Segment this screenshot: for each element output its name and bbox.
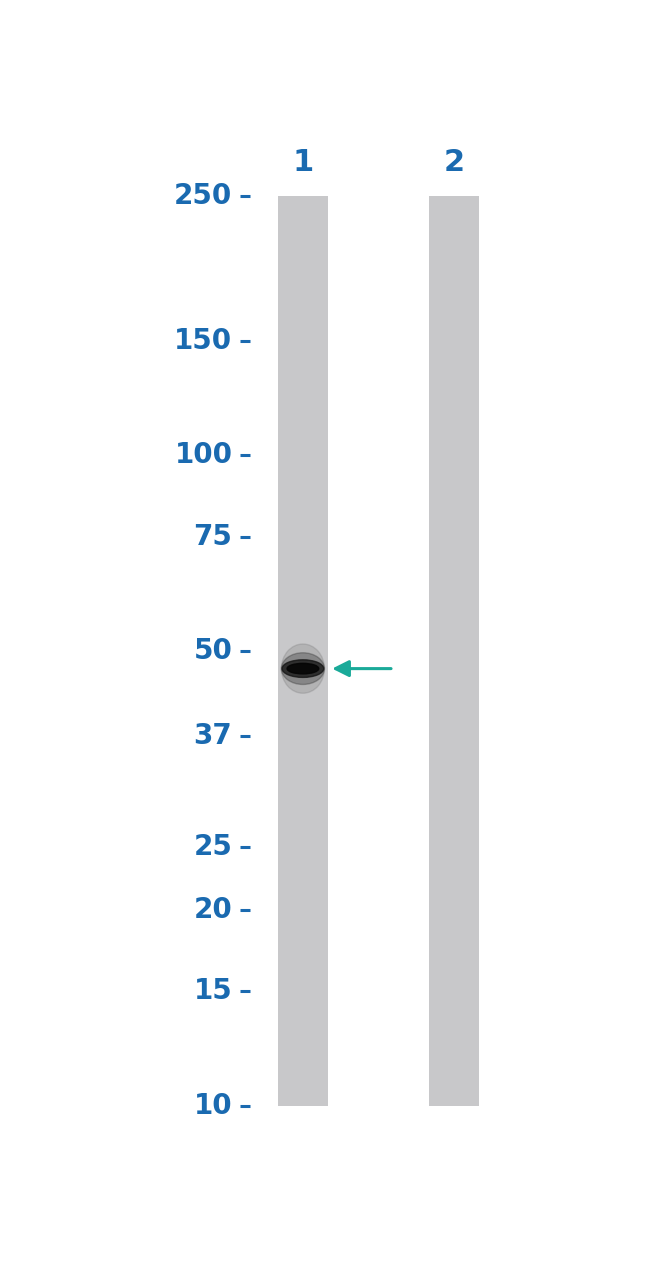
Bar <box>278 197 328 1106</box>
Ellipse shape <box>281 653 324 685</box>
Text: 100: 100 <box>174 441 233 470</box>
Text: 2: 2 <box>443 147 465 177</box>
Text: 50: 50 <box>194 638 233 665</box>
Text: 37: 37 <box>194 723 233 751</box>
Ellipse shape <box>281 644 324 693</box>
Text: 25: 25 <box>194 833 233 861</box>
Text: 1: 1 <box>292 147 313 177</box>
Text: 75: 75 <box>194 522 233 551</box>
Ellipse shape <box>287 663 318 674</box>
Text: 20: 20 <box>194 897 233 925</box>
Bar <box>429 197 479 1106</box>
Text: 10: 10 <box>194 1092 233 1120</box>
Text: 15: 15 <box>194 978 233 1006</box>
Text: 150: 150 <box>174 326 233 354</box>
Ellipse shape <box>282 660 324 677</box>
Text: 250: 250 <box>174 183 233 211</box>
